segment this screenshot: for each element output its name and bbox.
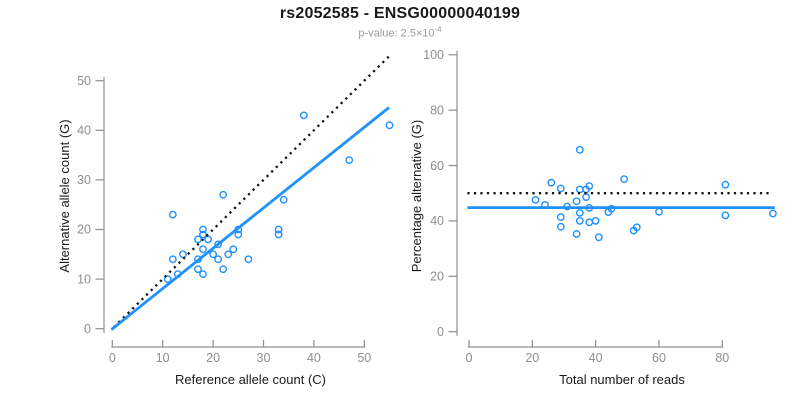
figure-subtitle: p-value: 2.5×10-4 xyxy=(0,25,800,40)
data-point xyxy=(721,211,730,220)
y-tick-label: 40 xyxy=(77,124,91,138)
data-point xyxy=(531,195,540,204)
data-point xyxy=(572,230,581,238)
data-point xyxy=(279,195,288,204)
data-point xyxy=(582,193,590,202)
x-axis-title: Total number of reads xyxy=(559,372,685,387)
data-point xyxy=(591,216,600,225)
data-point xyxy=(274,230,283,239)
data-point xyxy=(385,121,394,130)
data-point xyxy=(199,230,207,239)
y-tick-label: 40 xyxy=(430,214,444,228)
y-axis-title: Percentage alternative (G) xyxy=(409,120,424,272)
data-point xyxy=(168,210,177,219)
data-point xyxy=(556,213,565,222)
data-point xyxy=(594,233,603,242)
y-axis-title: Alternative allele count (G) xyxy=(57,119,72,272)
data-point xyxy=(575,208,584,217)
x-tick-label: 20 xyxy=(525,351,539,365)
identity-line xyxy=(112,54,392,329)
data-point xyxy=(204,235,213,244)
x-tick-label: 60 xyxy=(652,351,666,365)
data-point xyxy=(178,250,187,259)
data-point xyxy=(585,182,594,191)
y-tick-label: 0 xyxy=(84,322,91,336)
data-point xyxy=(199,245,207,254)
y-tick-label: 30 xyxy=(77,173,91,187)
data-point xyxy=(572,197,581,206)
x-tick-label: 40 xyxy=(307,351,321,365)
x-tick-label: 20 xyxy=(206,351,220,365)
points-group xyxy=(531,145,777,242)
percentage-alternative-scatter: 0 20 40 60 80 0 20 40 60 80 100 Total number of rea… xyxy=(409,48,777,387)
y-tick-label: 20 xyxy=(77,223,91,237)
data-point xyxy=(229,245,238,254)
data-point xyxy=(194,265,202,274)
data-point xyxy=(234,230,243,239)
y-tick-label: 20 xyxy=(430,270,444,284)
x-tick-label: 10 xyxy=(156,351,170,365)
data-point xyxy=(214,255,223,264)
data-point xyxy=(769,209,777,218)
data-point xyxy=(575,185,584,194)
x-axis-title: Reference allele count (C) xyxy=(175,372,326,387)
fit-line xyxy=(110,106,390,331)
figure-title: rs2052585 - ENSG00000040199 xyxy=(279,5,521,22)
y-tick-label: 100 xyxy=(423,48,444,62)
data-point xyxy=(163,275,172,283)
data-point xyxy=(219,265,228,274)
data-point xyxy=(209,250,218,259)
data-point xyxy=(556,184,565,193)
x-tick-label: 0 xyxy=(466,351,473,365)
pvalue-text: p-value: 2.5×10 xyxy=(358,27,435,40)
x-tick-label: 30 xyxy=(257,351,271,365)
data-point xyxy=(219,190,228,199)
points-group xyxy=(163,111,394,283)
data-point xyxy=(575,145,584,154)
data-point xyxy=(194,235,202,244)
y-tick-label: 0 xyxy=(437,325,444,339)
data-point xyxy=(224,250,233,259)
y-tick-label: 80 xyxy=(430,103,444,117)
allele-count-scatter: 0 10 20 30 40 50 0 10 20 30 40 50 Reference allele c… xyxy=(57,54,394,387)
y-tick-label: 60 xyxy=(430,159,444,173)
data-point xyxy=(299,111,308,120)
data-point xyxy=(214,240,223,249)
data-point xyxy=(547,178,556,187)
x-tick-label: 0 xyxy=(109,351,116,365)
data-point xyxy=(620,175,628,184)
pvalue-exponent: -4 xyxy=(434,25,442,34)
y-tick-label: 50 xyxy=(77,74,91,88)
data-point xyxy=(556,222,565,231)
y-tick-label: 10 xyxy=(77,272,91,286)
x-tick-label: 50 xyxy=(357,351,371,365)
data-point xyxy=(575,216,584,225)
x-tick-label: 40 xyxy=(589,351,603,365)
x-tick-label: 80 xyxy=(715,351,729,365)
data-point xyxy=(199,270,207,278)
data-point xyxy=(632,223,641,232)
data-point xyxy=(199,225,207,234)
data-point xyxy=(244,255,253,264)
data-point xyxy=(721,180,730,189)
data-point xyxy=(168,255,177,264)
data-point xyxy=(655,207,663,216)
data-point xyxy=(345,156,354,165)
data-point xyxy=(585,218,594,227)
data-point xyxy=(274,225,283,234)
